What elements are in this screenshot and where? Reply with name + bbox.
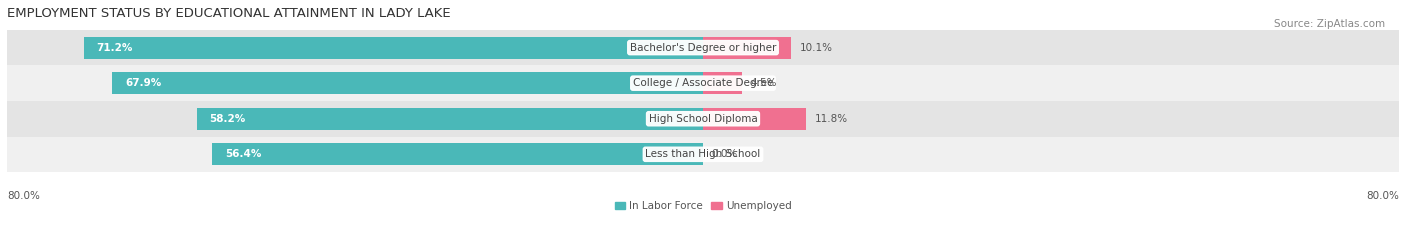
Text: Source: ZipAtlas.com: Source: ZipAtlas.com [1274, 19, 1385, 29]
Text: EMPLOYMENT STATUS BY EDUCATIONAL ATTAINMENT IN LADY LAKE: EMPLOYMENT STATUS BY EDUCATIONAL ATTAINM… [7, 7, 450, 20]
Text: Bachelor's Degree or higher: Bachelor's Degree or higher [630, 43, 776, 53]
Text: 56.4%: 56.4% [225, 149, 262, 159]
Bar [212, 143, 703, 165]
Bar [7, 101, 1399, 137]
Text: 0.0%: 0.0% [711, 149, 738, 159]
Text: College / Associate Degree: College / Associate Degree [633, 78, 773, 88]
Text: High School Diploma: High School Diploma [648, 114, 758, 124]
Text: Less than High School: Less than High School [645, 149, 761, 159]
Bar [83, 37, 703, 59]
Text: 10.1%: 10.1% [800, 43, 832, 53]
Text: 4.5%: 4.5% [751, 78, 778, 88]
Bar [7, 65, 1399, 101]
Bar [703, 108, 806, 130]
Text: 80.0%: 80.0% [1367, 191, 1399, 201]
Bar [197, 108, 703, 130]
Text: 71.2%: 71.2% [97, 43, 134, 53]
Text: 67.9%: 67.9% [125, 78, 162, 88]
Bar [703, 37, 792, 59]
Bar [7, 30, 1399, 65]
Legend: In Labor Force, Unemployed: In Labor Force, Unemployed [610, 197, 796, 215]
Text: 58.2%: 58.2% [209, 114, 246, 124]
Text: 11.8%: 11.8% [814, 114, 848, 124]
Bar [703, 72, 742, 94]
Bar [7, 137, 1399, 172]
Text: 80.0%: 80.0% [7, 191, 39, 201]
Bar [112, 72, 703, 94]
